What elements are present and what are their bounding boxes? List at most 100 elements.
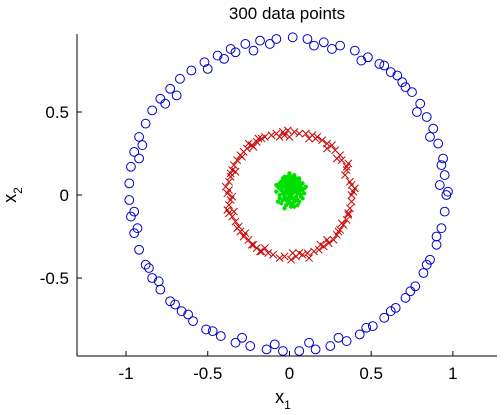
data-point-circle — [165, 296, 176, 307]
data-point-cross — [342, 215, 351, 224]
data-point-circle — [431, 239, 442, 250]
data-point-circle — [140, 118, 151, 129]
data-point-circle — [129, 146, 140, 157]
data-point-star — [285, 174, 291, 179]
data-point-circle — [325, 341, 336, 351]
data-point-circle — [294, 346, 305, 356]
data-point-star — [295, 191, 300, 196]
y-tick-label: 0.5 — [45, 103, 69, 122]
data-point-cross — [305, 134, 314, 143]
data-point-circle — [147, 273, 158, 283]
data-point-cross — [275, 132, 284, 141]
data-point-star — [300, 196, 305, 201]
data-point-circle — [434, 180, 445, 190]
data-point-cross — [249, 142, 258, 151]
data-point-circle — [147, 105, 158, 116]
y-axis-label-sub: 2 — [11, 187, 25, 194]
data-point-star — [277, 192, 282, 198]
data-point-star — [293, 176, 299, 181]
data-point-circle — [410, 281, 421, 292]
data-point-cross — [260, 244, 269, 253]
data-point-circle — [124, 195, 135, 205]
data-point-circle — [431, 231, 442, 242]
data-point-cross — [303, 249, 312, 258]
data-point-star — [288, 204, 294, 209]
data-point-circle — [390, 302, 401, 313]
data-point-circle — [436, 160, 447, 171]
data-point-star — [285, 191, 291, 196]
data-point-cross — [225, 177, 233, 186]
data-point-circle — [155, 284, 166, 295]
data-point-circle — [341, 336, 352, 346]
data-point-star — [297, 184, 302, 189]
axis-ticks: -1 -0.5 0 0.5 1 -0.5 0 0.5 — [40, 103, 458, 383]
data-point-circle — [385, 306, 396, 317]
data-point-cross — [229, 207, 238, 216]
data-point-cross — [234, 222, 243, 231]
data-point-star — [282, 179, 287, 184]
data-point-circle — [188, 316, 198, 327]
data-point-circle — [155, 93, 166, 104]
data-point-circle — [245, 341, 256, 351]
data-point-star — [279, 187, 284, 193]
data-point-circle — [230, 47, 241, 58]
data-point-star — [292, 204, 297, 209]
data-point-star — [285, 186, 291, 191]
data-point-star — [301, 186, 307, 191]
data-point-circle — [255, 35, 265, 46]
data-point-circle — [379, 312, 390, 323]
data-point-cross — [327, 141, 336, 150]
data-point-circle — [215, 331, 226, 341]
data-point-cross — [233, 156, 242, 165]
data-point-circle — [160, 98, 171, 109]
data-point-circle — [248, 45, 259, 56]
data-point-star — [301, 191, 307, 196]
data-point-star — [297, 189, 302, 194]
data-point-circle — [335, 40, 346, 51]
data-point-cross — [236, 227, 245, 236]
data-point-circle — [201, 324, 212, 335]
data-point-star — [287, 197, 292, 203]
data-point-cross — [231, 167, 240, 176]
data-point-circle — [199, 57, 210, 68]
data-point-cross — [344, 210, 353, 219]
data-point-cross — [283, 126, 292, 135]
data-point-star — [282, 189, 287, 194]
data-point-star — [280, 191, 286, 196]
data-point-cross — [254, 134, 263, 143]
data-point-circle — [186, 65, 197, 76]
data-point-circle — [425, 132, 435, 142]
data-point-circle — [362, 52, 373, 63]
data-point-star — [295, 177, 300, 183]
data-point-circle — [278, 346, 288, 356]
data-point-cross — [285, 132, 294, 141]
data-point-cross — [287, 255, 296, 264]
data-point-star — [293, 189, 299, 194]
data-point-circle — [176, 306, 187, 317]
data-point-circle — [124, 178, 135, 189]
data-point-circle — [354, 329, 365, 340]
data-point-cross — [231, 217, 240, 226]
data-point-star — [287, 171, 292, 176]
data-point-cross — [288, 249, 297, 258]
data-point-star — [293, 194, 299, 199]
data-point-star — [293, 179, 299, 184]
data-point-circle — [240, 39, 251, 49]
data-point-cross — [323, 235, 331, 244]
data-point-star — [288, 174, 294, 179]
data-point-star — [275, 184, 281, 189]
data-point-circle — [302, 34, 313, 44]
data-point-cross — [238, 152, 247, 161]
data-point-circle — [140, 259, 151, 270]
data-point-cross — [226, 169, 235, 178]
data-point-circle — [165, 83, 176, 94]
data-point-star — [285, 199, 291, 204]
data-point-circle — [126, 161, 136, 172]
data-point-star — [292, 172, 297, 178]
data-point-star — [275, 199, 281, 204]
data-point-star — [287, 176, 292, 181]
data-point-circle — [304, 337, 314, 348]
data-point-circle — [443, 186, 453, 197]
data-point-circle — [405, 286, 416, 297]
data-point-cross — [345, 204, 354, 213]
